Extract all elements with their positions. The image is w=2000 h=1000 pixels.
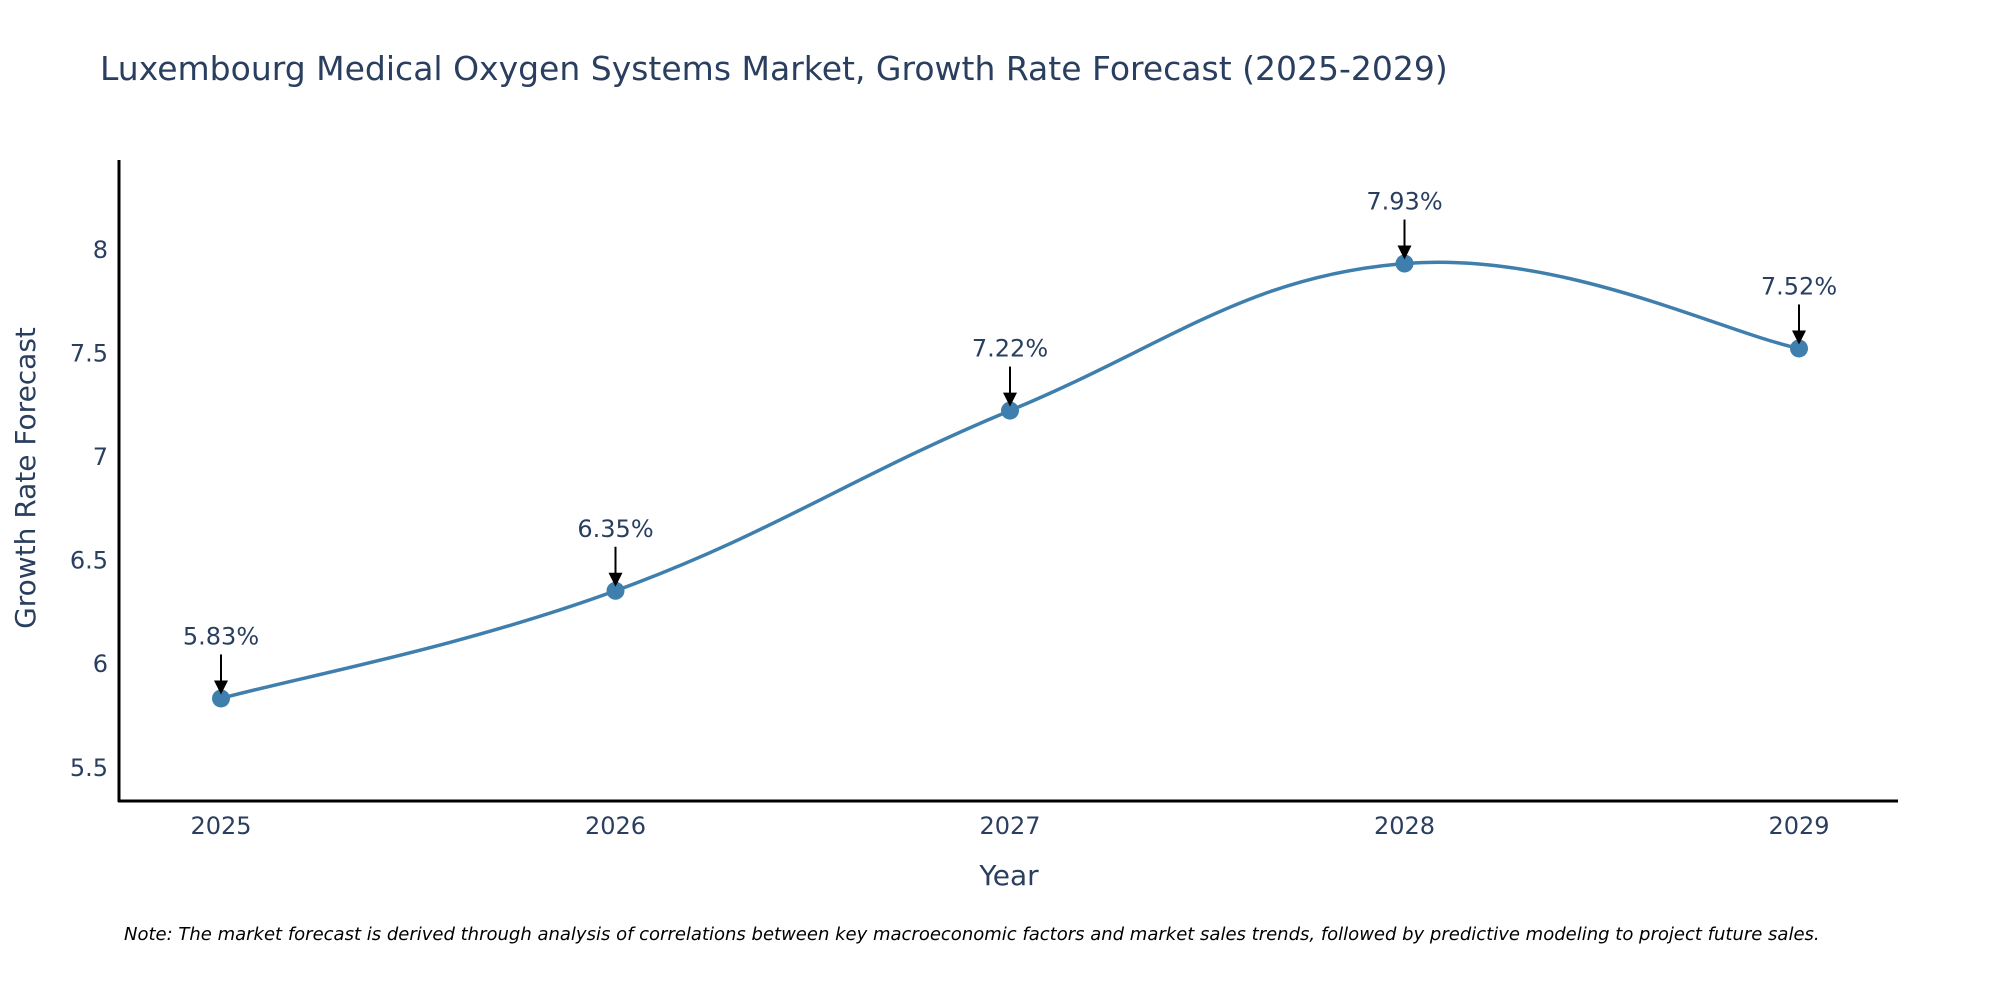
data-point [1395, 254, 1414, 273]
x-tick-label: 2025 [190, 812, 251, 840]
x-tick-label: 2028 [1374, 812, 1435, 840]
x-tick-label: 2027 [979, 812, 1040, 840]
x-axis-title: Year [978, 859, 1039, 892]
annotation-arrow-head [1792, 330, 1806, 345]
annotation-arrow-head [1397, 245, 1412, 260]
y-tick-label: 7 [93, 443, 108, 471]
y-axis-title: Growth Rate Forecast [9, 327, 42, 629]
data-point [1001, 401, 1019, 420]
chart-title: Luxembourg Medical Oxygen Systems Market… [100, 49, 1448, 88]
annotation-arrow-head [1003, 392, 1017, 407]
data-label: 7.52% [1761, 272, 1837, 300]
data-label: 7.22% [972, 335, 1048, 363]
data-annotations: 5.83% 6.35% 7.22% 7.93% 7.52% [183, 188, 1837, 695]
annotation-arrow-head [608, 572, 623, 587]
series-line [220, 260, 1800, 701]
y-axis-ticks: 5.5 6 6.5 7 7.5 8 [70, 236, 108, 782]
y-tick-label: 6 [93, 650, 108, 678]
data-point [1790, 339, 1808, 358]
y-tick-label: 8 [93, 236, 108, 264]
y-tick-label: 6.5 [70, 547, 108, 575]
x-tick-label: 2029 [1768, 812, 1829, 840]
data-label: 6.35% [577, 515, 653, 543]
y-tick-label: 7.5 [70, 340, 108, 368]
data-point [212, 689, 230, 708]
chart-note: Note: The market forecast is derived thr… [124, 924, 1820, 945]
series-markers [212, 254, 1808, 708]
data-point [606, 581, 625, 600]
x-axis-ticks: 2025 2026 2027 2028 2029 [190, 812, 1829, 840]
y-tick-label: 5.5 [70, 754, 108, 782]
data-label: 5.83% [183, 622, 259, 650]
data-label: 7.93% [1366, 188, 1442, 216]
x-tick-label: 2026 [585, 812, 646, 840]
annotation-arrow-head [214, 680, 228, 695]
